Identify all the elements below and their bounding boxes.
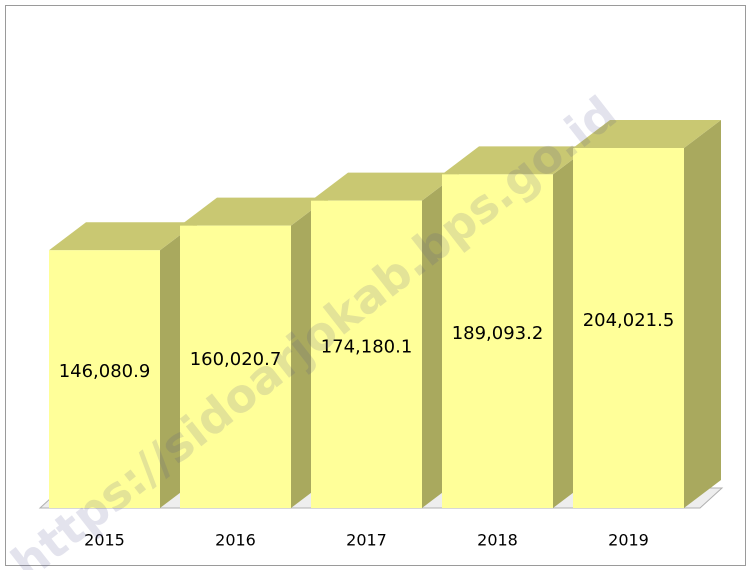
bar-top xyxy=(180,197,328,226)
data-label: 160,020.7 xyxy=(190,349,282,370)
x-tick-label: 2019 xyxy=(608,531,649,550)
bars: 146,080.9 2015 160,020.7 2016 174,180.1 2017 1… xyxy=(49,120,721,550)
bar xyxy=(311,200,422,508)
bar-top xyxy=(573,120,721,148)
x-tick-label: 2017 xyxy=(346,531,387,550)
data-label: 189,093.2 xyxy=(452,323,544,344)
x-tick-label: 2016 xyxy=(215,531,256,550)
bar xyxy=(442,174,553,508)
bar xyxy=(573,148,684,508)
bar xyxy=(180,225,291,508)
bar-top xyxy=(311,172,459,201)
data-label: 174,180.1 xyxy=(321,336,413,357)
bar-top xyxy=(442,146,590,175)
x-tick-label: 2018 xyxy=(477,531,518,550)
data-label: 204,021.5 xyxy=(583,310,675,331)
bar xyxy=(49,250,160,508)
x-tick-label: 2015 xyxy=(84,531,125,550)
data-label: 146,080.9 xyxy=(59,361,151,382)
bar-top xyxy=(49,222,197,251)
bar-side xyxy=(684,120,721,508)
